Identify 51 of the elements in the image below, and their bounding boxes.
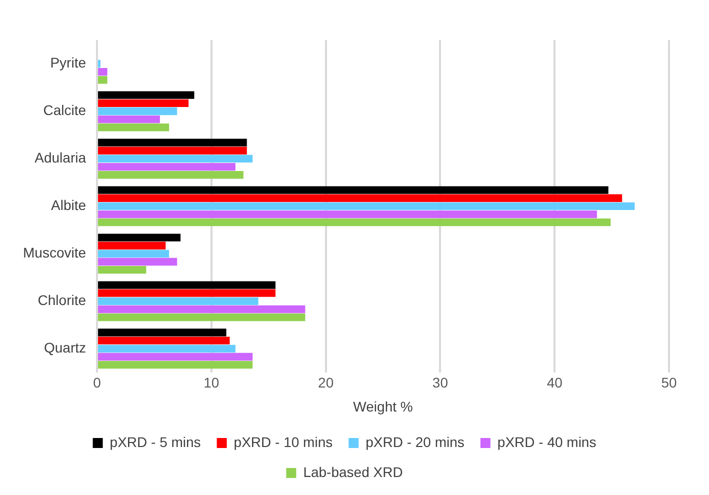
legend-label: pXRD - 10 mins (234, 434, 333, 450)
bar (98, 154, 253, 163)
y-tick-label: Chlorite (38, 292, 86, 308)
x-tick-label: 10 (204, 374, 220, 391)
bar (98, 250, 170, 258)
bar (98, 115, 160, 124)
bar (98, 68, 108, 76)
bar (98, 76, 108, 84)
bar (98, 344, 236, 352)
bar (98, 266, 146, 274)
x-tick-label: 40 (546, 374, 563, 391)
bar (98, 162, 236, 171)
x-tick-label: 30 (432, 374, 448, 391)
bar (98, 328, 226, 336)
x-tick-label: 20 (318, 374, 334, 391)
y-tick-label: Albite (50, 197, 86, 214)
bar (98, 336, 230, 344)
bar (98, 91, 194, 99)
bar (98, 171, 244, 179)
bar (98, 107, 178, 116)
bar (98, 289, 276, 297)
y-tick-label: Muscovite (22, 244, 86, 261)
legend-label: pXRD - 20 mins (366, 434, 464, 450)
x-axis-title: Weight % (353, 398, 413, 414)
bar (98, 360, 253, 369)
bar (98, 146, 247, 154)
bar (98, 138, 247, 146)
bar (98, 218, 611, 226)
bar (98, 297, 258, 306)
bar (98, 186, 608, 194)
y-tick-label: Quartz (44, 340, 86, 356)
bar (98, 234, 181, 242)
legend-label: Lab-based XRD (303, 464, 403, 480)
x-tick-label: 50 (661, 374, 677, 391)
bar (98, 281, 276, 289)
bar (98, 194, 622, 202)
bar (98, 305, 306, 314)
bar (98, 313, 306, 322)
bar (98, 258, 178, 266)
legend-label: pXRD - 5 mins (110, 434, 201, 450)
y-tick-label: Adularia (34, 150, 86, 166)
legend-label: pXRD - 40 mins (497, 434, 596, 450)
bar (98, 242, 166, 250)
y-tick-label: Calcite (43, 102, 86, 118)
bar (98, 210, 597, 218)
y-tick-label: Pyrite (50, 54, 86, 71)
bar (98, 352, 253, 361)
bar (98, 202, 635, 210)
bar (98, 99, 189, 107)
bar (98, 124, 170, 132)
x-tick-label: 0 (93, 374, 102, 391)
